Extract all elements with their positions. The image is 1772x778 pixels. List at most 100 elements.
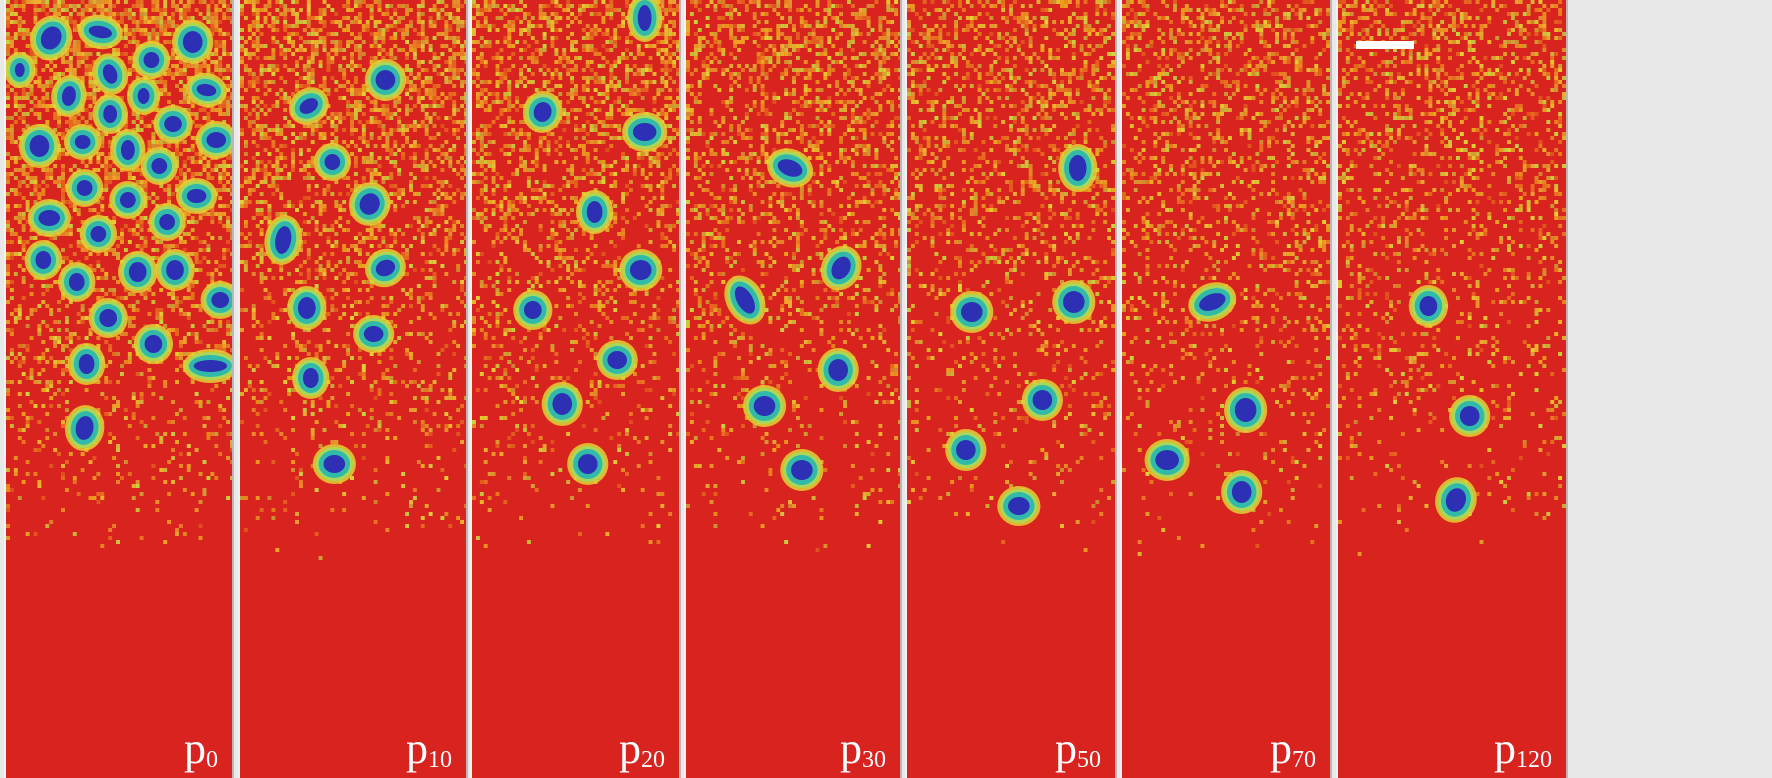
droplet (92, 53, 129, 95)
panel-label-p30: p30 (840, 724, 886, 773)
label-base: p (1494, 724, 1516, 773)
droplet (200, 281, 232, 319)
droplet (185, 72, 227, 108)
label-base: p (184, 724, 206, 773)
droplet (64, 405, 105, 451)
droplet (110, 129, 146, 171)
droplet (175, 178, 218, 214)
scale-bar (1356, 41, 1414, 49)
droplet (63, 124, 102, 160)
label-subscript: 10 (428, 747, 452, 773)
droplet (1408, 285, 1449, 327)
panel-label-p20: p20 (619, 724, 665, 773)
label-subscript: 30 (862, 747, 886, 773)
label-subscript: 20 (641, 747, 665, 773)
droplet (742, 385, 787, 427)
background-field (1122, 0, 1330, 778)
droplet (79, 215, 118, 253)
speckle-noise (907, 0, 1115, 552)
droplet (195, 121, 232, 159)
droplet (353, 315, 395, 353)
droplet (155, 249, 195, 291)
droplet (567, 443, 609, 485)
droplet (30, 15, 73, 61)
droplet (622, 112, 668, 152)
label-subscript: 50 (1077, 747, 1101, 773)
droplet (58, 262, 96, 302)
droplet (133, 324, 174, 364)
droplet (148, 203, 186, 241)
speckle-noise (1338, 0, 1566, 556)
label-base: p (1270, 724, 1292, 773)
droplet (288, 87, 329, 125)
panel-label-p10: p10 (406, 724, 452, 773)
droplet (1021, 379, 1063, 421)
droplet (619, 249, 663, 291)
droplet (724, 275, 766, 325)
droplet (1052, 280, 1096, 324)
panel-p120: p120 (1336, 0, 1568, 778)
droplet (153, 105, 193, 143)
droplet (513, 290, 553, 330)
droplet (67, 343, 106, 385)
droplet (88, 298, 128, 338)
droplet (51, 75, 87, 117)
droplet (780, 449, 824, 491)
droplet (24, 240, 63, 280)
droplet (312, 444, 356, 484)
panel-p20: p20 (470, 0, 681, 778)
droplet (292, 357, 330, 399)
droplet (264, 215, 303, 265)
droplet (126, 77, 161, 115)
droplet (1224, 387, 1268, 433)
label-subscript: 120 (1516, 747, 1552, 773)
label-base: p (406, 724, 428, 773)
droplet (997, 486, 1041, 526)
panel-label-p50: p50 (1055, 724, 1101, 773)
density-field-p30 (686, 0, 900, 778)
droplet (541, 382, 583, 426)
density-field-p120 (1338, 0, 1566, 778)
label-subscript: 0 (206, 747, 218, 773)
droplet (767, 148, 814, 188)
droplet (172, 20, 214, 64)
density-field-p10 (240, 0, 466, 778)
label-subscript: 70 (1292, 747, 1316, 773)
droplet (92, 94, 128, 134)
droplet (1144, 439, 1190, 481)
droplet (1188, 282, 1237, 322)
panel-p10: p10 (238, 0, 468, 778)
droplet (1058, 144, 1098, 192)
panel-p30: p30 (684, 0, 902, 778)
panel-label-p70: p70 (1270, 724, 1316, 773)
panel-p0: p0 (4, 0, 234, 778)
label-base: p (840, 724, 862, 773)
panel-label-p0: p0 (184, 724, 218, 773)
panel-label-p120: p120 (1494, 724, 1552, 773)
droplet (287, 286, 327, 330)
droplet (6, 52, 36, 88)
label-base: p (1055, 724, 1077, 773)
density-field-p50 (907, 0, 1115, 778)
droplet (118, 251, 158, 293)
droplet (77, 14, 123, 50)
label-base: p (619, 724, 641, 773)
droplet (132, 41, 171, 79)
droplet (140, 147, 178, 185)
panel-p50: p50 (905, 0, 1117, 778)
droplet (1435, 477, 1477, 523)
panel-p70: p70 (1120, 0, 1332, 778)
droplet (945, 429, 987, 471)
droplet (182, 349, 232, 383)
density-field-p20 (472, 0, 679, 778)
droplet (27, 199, 71, 237)
droplet (575, 190, 614, 234)
droplet (109, 181, 147, 219)
droplet (348, 182, 391, 226)
droplet (627, 0, 663, 42)
droplet (364, 59, 407, 101)
droplet (1221, 470, 1263, 514)
droplet (65, 169, 104, 207)
droplet (1449, 395, 1491, 437)
